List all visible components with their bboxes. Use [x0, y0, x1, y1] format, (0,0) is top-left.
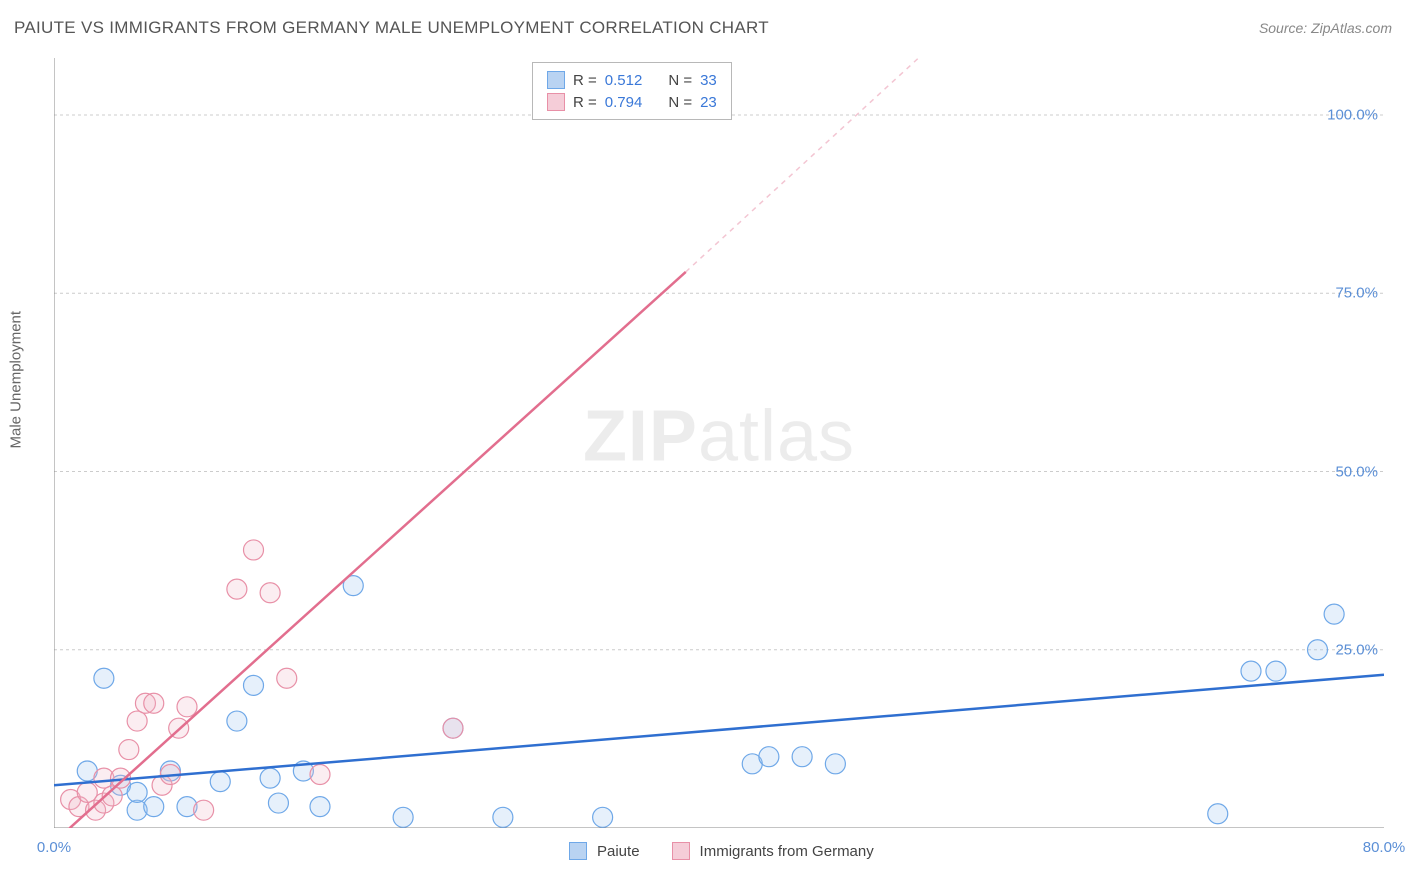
y-tick-label: 100.0% [1327, 107, 1378, 124]
legend-row: R = 0.512 N = 33 [547, 69, 717, 91]
legend-row: R = 0.794 N = 23 [547, 91, 717, 113]
n-value: 33 [700, 72, 717, 89]
y-tick-label: 25.0% [1335, 641, 1378, 658]
series-legend: Paiute Immigrants from Germany [569, 842, 896, 860]
x-tick-label: 0.0% [37, 839, 71, 856]
legend-swatch [547, 71, 565, 89]
source-attribution: Source: ZipAtlas.com [1259, 20, 1392, 36]
r-value: 0.794 [605, 94, 643, 111]
y-axis-label: Male Unemployment [8, 311, 25, 449]
chart-plot-area: ZIPatlas R = 0.512 N = 33 R = 0.794 N = … [54, 58, 1384, 828]
correlation-legend: R = 0.512 N = 33 R = 0.794 N = 23 [532, 62, 732, 120]
legend-label: Paiute [597, 843, 640, 860]
r-value: 0.512 [605, 72, 643, 89]
r-label: R = [573, 72, 597, 89]
n-label: N = [668, 72, 692, 89]
y-tick-label: 50.0% [1335, 463, 1378, 480]
n-label: N = [668, 94, 692, 111]
x-tick-label: 80.0% [1363, 839, 1406, 856]
legend-swatch [672, 842, 690, 860]
n-value: 23 [700, 94, 717, 111]
r-label: R = [573, 94, 597, 111]
scatter-svg [54, 58, 1384, 828]
legend-swatch [547, 93, 565, 111]
legend-swatch [569, 842, 587, 860]
chart-title: PAIUTE VS IMMIGRANTS FROM GERMANY MALE U… [14, 18, 769, 38]
chart-header: PAIUTE VS IMMIGRANTS FROM GERMANY MALE U… [14, 18, 1392, 38]
y-tick-label: 75.0% [1335, 285, 1378, 302]
legend-label: Immigrants from Germany [700, 843, 874, 860]
